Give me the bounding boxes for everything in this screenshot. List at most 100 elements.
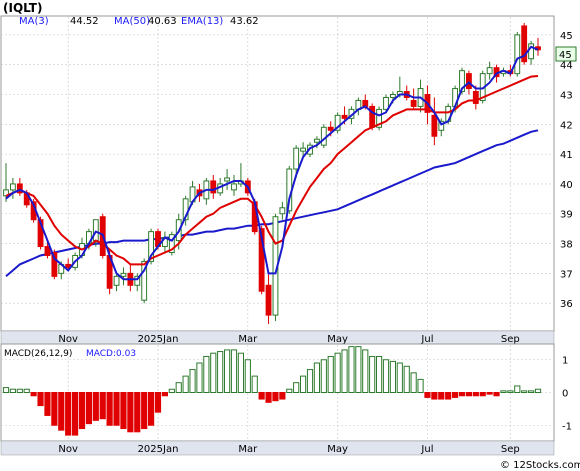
macd-bar-negative [72,392,79,436]
macd-bar-positive [224,349,231,393]
candle-down [210,180,217,194]
price-x-tick-label: Jul [420,334,433,345]
price-legend: MA(3) 44.52 MA(50) 40.63 EMA(13) 43.62 [19,16,259,27]
macd-bar-positive [362,349,369,393]
macd-bar-negative [458,392,466,397]
candle-down [37,219,44,248]
watermark: © 12Stocks.com [500,460,580,471]
last-price-tag: 45 [555,46,577,62]
macd-bar-positive [217,351,224,394]
candle-up [300,147,307,152]
macd-bar-negative [465,392,472,397]
macd-bar-positive [417,378,424,393]
macd-bar-negative [148,392,155,426]
macd-bar-negative [452,392,459,398]
macd-y-tick-label: -1 [562,421,572,432]
price-x-tick-label: Nov [58,334,78,345]
candle-up [376,108,383,128]
macd-bar-negative [51,392,58,426]
macd-bar-positive [189,369,196,394]
candle-down [51,251,58,277]
price-x-tick-label: Sep [501,334,520,345]
ma50-line [5,129,539,278]
candle-up [334,114,341,131]
macd-bar-positive [244,359,251,394]
macd-value: MACD:0.03 [86,349,136,359]
macd-bar-positive [9,388,16,394]
macd-bar-positive [168,388,175,394]
macd-bar-positive [355,346,362,394]
ma50-line-group [5,129,539,278]
macd-bar-negative [493,392,500,397]
candle-up [231,183,237,191]
macd-month-band [0,440,555,456]
macd-x-tick-label: Sep [501,444,520,455]
macd-bar-negative [161,392,168,397]
legend-ma50-value: 40.63 [148,16,177,27]
macd-bar-positive [313,362,320,394]
candle-up [92,219,99,242]
candle-up [168,234,175,253]
candle-up [459,70,465,93]
candle-down [410,99,417,107]
macd-y-tick-label: 0 [562,389,568,400]
candle-down [472,91,479,104]
macd-bar-negative [106,392,113,426]
macd-bar-negative [120,392,127,430]
macd-bar-positive [16,388,23,394]
last-price-value: 45 [559,50,572,61]
macd-bar-positive [327,355,334,393]
ticker-title: (IQLT) [3,1,42,15]
macd-bar-negative [58,392,65,431]
candle-down [258,228,265,292]
macd-x-tick-label: Nov [58,444,78,455]
macd-bar-positive [396,362,403,394]
macd-x-tick-label: 2025Jan [138,444,179,455]
macd-bar-negative [279,392,286,400]
macd-bar-positive [528,390,535,393]
price-y-tick-label: 43 [560,91,573,102]
macd-bar-positive [334,352,341,394]
candle-down [44,246,51,256]
macd-bar-negative [85,392,93,425]
price-y-tick-label: 41 [560,150,573,161]
price-y-tick-label: 40 [560,180,573,191]
candle-down [16,183,23,194]
candle-up [486,67,493,75]
macd-bar-negative [141,392,148,430]
candle-up [120,272,127,277]
legend-ema13-label: EMA(13) [181,16,223,27]
macd-bar-negative [99,392,106,420]
macd-bar-positive [369,355,376,393]
macd-bar-positive [2,387,10,394]
macd-bar-negative [30,392,37,397]
ma3-line [5,45,539,281]
candle-down [465,73,472,90]
candle-down [521,25,528,63]
macd-bar-negative [92,392,99,421]
price-y-tick-label: 44 [560,61,573,72]
candle-down [431,114,438,137]
macd-bar-positive [182,375,189,394]
candle-up [279,207,286,215]
macd-bar-positive [210,352,217,394]
macd-bar-positive [175,382,182,394]
macd-bar-positive [403,365,410,393]
legend-ma3-label: MA(3) [19,16,49,27]
macd-bar-negative [438,392,445,400]
candle-down [265,284,272,316]
macd-bar-positive [306,369,314,394]
macd-bar-positive [534,388,542,394]
macd-bar-negative [486,392,493,395]
candle-up [224,177,231,182]
macd-bar-positive [507,390,514,393]
price-x-tick-label: May [327,334,348,345]
macd-bar-positive [320,359,327,394]
price-y-tick-label: 39 [560,210,573,221]
candle-up [9,183,16,191]
macd-bar-positive [376,355,383,393]
macd-bar-negative [431,392,438,400]
macd-bar-positive [341,349,348,393]
macd-bar-positive [23,388,30,394]
